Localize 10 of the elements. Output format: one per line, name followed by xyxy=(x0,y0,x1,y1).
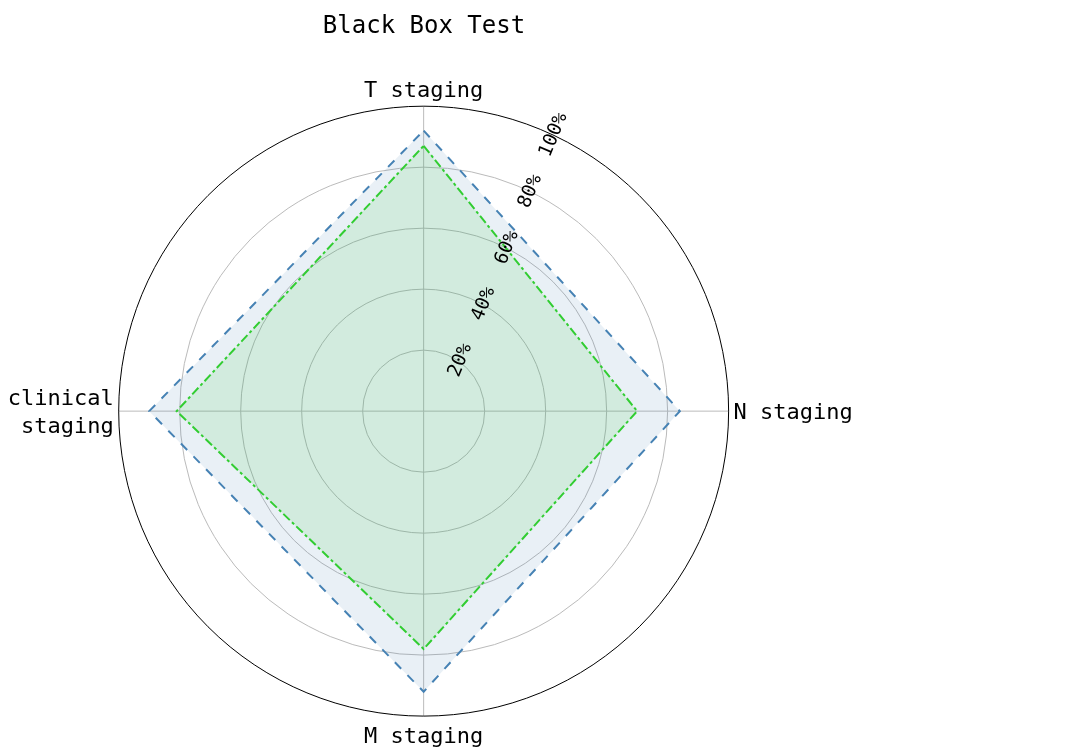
y-tick-label: 40% xyxy=(465,282,499,324)
y-tick-label: 100% xyxy=(532,108,572,160)
y-tick-label: 80% xyxy=(511,169,546,211)
y-tick-label: 20% xyxy=(441,339,476,380)
spoke-label: T staging xyxy=(364,76,484,102)
spoke-label: clinical staging xyxy=(7,384,114,439)
spoke-label: M staging xyxy=(364,723,484,748)
y-tick-label: 60% xyxy=(488,226,523,267)
chart-title: Black Box Test xyxy=(322,11,526,40)
spoke-label: N staging xyxy=(733,398,853,424)
